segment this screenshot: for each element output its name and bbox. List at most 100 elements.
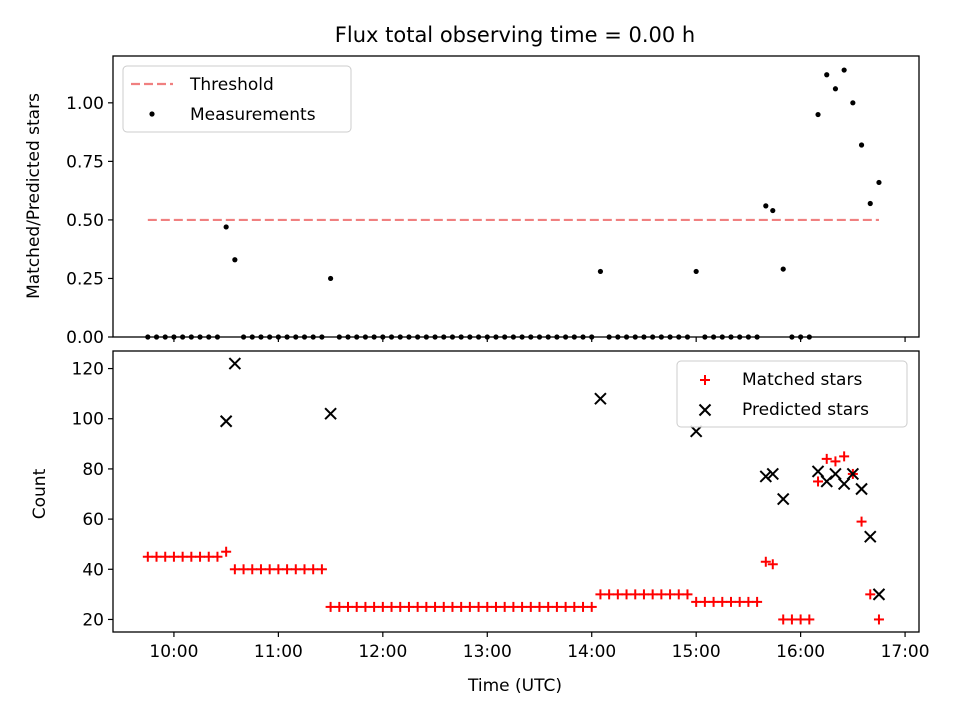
bottom-y-tick-label: 100 bbox=[72, 410, 104, 430]
matched-star-point bbox=[767, 559, 778, 570]
matched-star-point bbox=[699, 596, 710, 607]
matched-star-point bbox=[856, 516, 867, 527]
matched-star-point bbox=[412, 601, 423, 612]
matched-star-point bbox=[656, 589, 667, 600]
matched-star-point bbox=[247, 564, 258, 575]
matched-star-point bbox=[351, 601, 362, 612]
matched-star-point bbox=[569, 601, 580, 612]
legend-predicted-x-b bbox=[698, 403, 712, 417]
matched-star-point bbox=[795, 614, 806, 625]
matched-star-point bbox=[673, 589, 684, 600]
matched-star-point bbox=[290, 564, 301, 575]
matched-star-point bbox=[273, 564, 284, 575]
matched-star-point bbox=[778, 614, 789, 625]
predicted-star-point bbox=[594, 392, 607, 405]
matched-star-point bbox=[482, 601, 493, 612]
x-axis-label: Time (UTC) bbox=[467, 676, 562, 696]
predicted-star-point bbox=[864, 530, 877, 543]
matched-star-point bbox=[760, 556, 771, 567]
bottom-y-tick-label: 60 bbox=[82, 510, 104, 530]
matched-star-point bbox=[612, 589, 623, 600]
matched-star-point bbox=[403, 601, 414, 612]
matched-star-point bbox=[238, 564, 249, 575]
measurement-point bbox=[770, 207, 776, 214]
matched-star-point bbox=[865, 589, 876, 600]
matched-star-point bbox=[177, 551, 188, 562]
matched-star-point bbox=[708, 596, 719, 607]
matched-star-point bbox=[586, 601, 597, 612]
matched-star-point bbox=[873, 614, 884, 625]
measurement-point bbox=[815, 111, 821, 118]
matched-star-point bbox=[430, 601, 441, 612]
legend-matched-swatch bbox=[700, 375, 710, 385]
legend-threshold-label: Threshold bbox=[189, 75, 274, 95]
predicted-star-point-b bbox=[324, 407, 337, 420]
matched-star-point bbox=[717, 596, 728, 607]
matched-star-point bbox=[525, 601, 536, 612]
matched-star-point bbox=[229, 564, 240, 575]
bottom-legend-box bbox=[676, 360, 908, 428]
matched-star-point bbox=[647, 589, 658, 600]
matched-star-point bbox=[752, 596, 763, 607]
measurement-point bbox=[232, 257, 238, 263]
matched-star-point bbox=[464, 601, 475, 612]
measurement-point bbox=[867, 200, 873, 207]
predicted-star-point bbox=[228, 357, 242, 370]
matched-star-point bbox=[212, 551, 223, 562]
matched-star-point bbox=[517, 601, 528, 612]
measurement-point bbox=[876, 179, 882, 186]
ratio-panel: Flux total observing time = 0.00 h Match… bbox=[24, 23, 920, 348]
bottom-y-tick-label: 80 bbox=[82, 460, 104, 480]
predicted-star-point-b bbox=[811, 465, 825, 478]
matched-star-point bbox=[360, 601, 371, 612]
matched-star-point bbox=[839, 451, 850, 462]
matched-star-point bbox=[830, 456, 841, 467]
matched-star-point bbox=[595, 589, 606, 600]
matched-star-point bbox=[142, 551, 153, 562]
measurement-point bbox=[841, 67, 847, 73]
matched-star-point bbox=[638, 589, 649, 600]
predicted-star-point-b bbox=[864, 530, 877, 543]
matched-star-point bbox=[473, 601, 484, 612]
bottom-y-axis-label: Count bbox=[30, 468, 50, 519]
measurement-point bbox=[597, 268, 604, 275]
matched-star-point bbox=[821, 453, 832, 464]
predicted-star-point-b bbox=[759, 470, 773, 483]
matched-star-point bbox=[255, 564, 266, 575]
predicted-star-point-b bbox=[777, 492, 790, 506]
bottom-y-tick-label: 20 bbox=[82, 610, 104, 630]
matched-star-point bbox=[665, 589, 676, 600]
matched-star-point bbox=[551, 601, 562, 612]
matched-star-point bbox=[160, 551, 171, 562]
bottom-plot-frame bbox=[112, 350, 920, 633]
matched-star-point bbox=[343, 601, 354, 612]
matched-star-point bbox=[534, 601, 545, 612]
matched-star-point bbox=[195, 551, 206, 562]
matched-star-point bbox=[499, 601, 510, 612]
predicted-star-point bbox=[837, 477, 851, 491]
predicted-star-point bbox=[689, 425, 703, 438]
measurement-point bbox=[780, 266, 786, 272]
matched-star-point bbox=[508, 601, 519, 612]
matched-star-point bbox=[282, 564, 293, 575]
matched-star-point bbox=[725, 596, 736, 607]
predicted-star-point bbox=[872, 588, 886, 601]
matched-star-point bbox=[456, 601, 467, 612]
x-tick-label: 11:00 bbox=[254, 642, 303, 662]
measurement-point bbox=[328, 275, 334, 282]
matched-star-point bbox=[421, 601, 432, 612]
legend-matched-plus bbox=[700, 375, 710, 385]
matched-star-point bbox=[308, 564, 319, 575]
matched-star-point bbox=[543, 601, 554, 612]
matched-star-point bbox=[621, 589, 632, 600]
matched-star-point bbox=[369, 601, 380, 612]
x-tick-label: 10:00 bbox=[149, 642, 198, 662]
measurement-point bbox=[850, 100, 856, 106]
predicted-star-point bbox=[759, 470, 773, 483]
bottom-axis-ticks: 10:00 11:00 12:00 13:00 14:00 15:00 16:00 17:00… bbox=[72, 360, 930, 662]
matched-star-point bbox=[682, 589, 693, 600]
legend-predicted-swatch bbox=[698, 403, 712, 417]
top-legend-box bbox=[122, 65, 352, 133]
top-y-axis-label: Matched/Predicted stars bbox=[24, 93, 44, 299]
top-legend: Threshold Measurements bbox=[122, 65, 352, 133]
